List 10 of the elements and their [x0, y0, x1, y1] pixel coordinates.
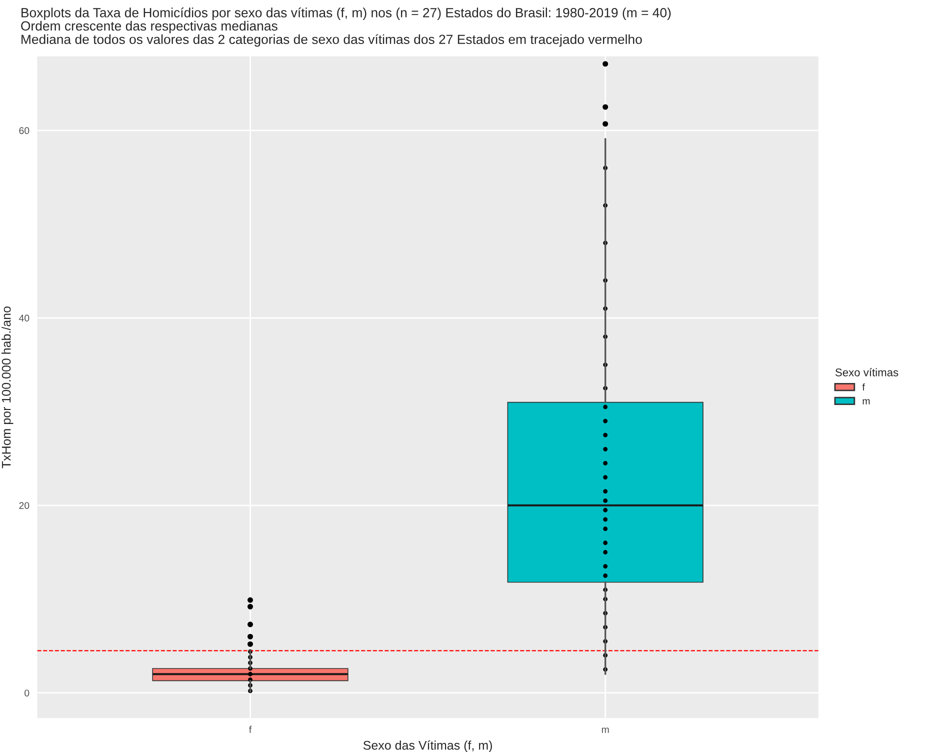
legend-title: Sexo vítimas — [835, 368, 898, 376]
x-axis-title: Sexo das Vítimas (f, m) — [363, 740, 492, 752]
y-tick-label: 40 — [18, 314, 30, 322]
legend-label: f — [862, 383, 865, 390]
legend-label: m — [862, 399, 870, 404]
y-axis-title: TxHom por 100.000 hab./ano — [2, 306, 14, 468]
y-tick-label: 20 — [19, 502, 30, 510]
chart-title: Boxplots da Taxa de Homicídios por sexo das vítimas (f, m) nos (n = 27) Estados do Brasil: 1980-2019 (m = 40) Ordem crescente das respectivas medianas Mediana de todos os valores das 2 categorias de sexo das vítimas dos 27 Estados em tracejado vermelho — [21, 8, 671, 47]
y-tick-label: 60 — [19, 127, 30, 134]
y-tick-label: 0 — [24, 690, 30, 696]
